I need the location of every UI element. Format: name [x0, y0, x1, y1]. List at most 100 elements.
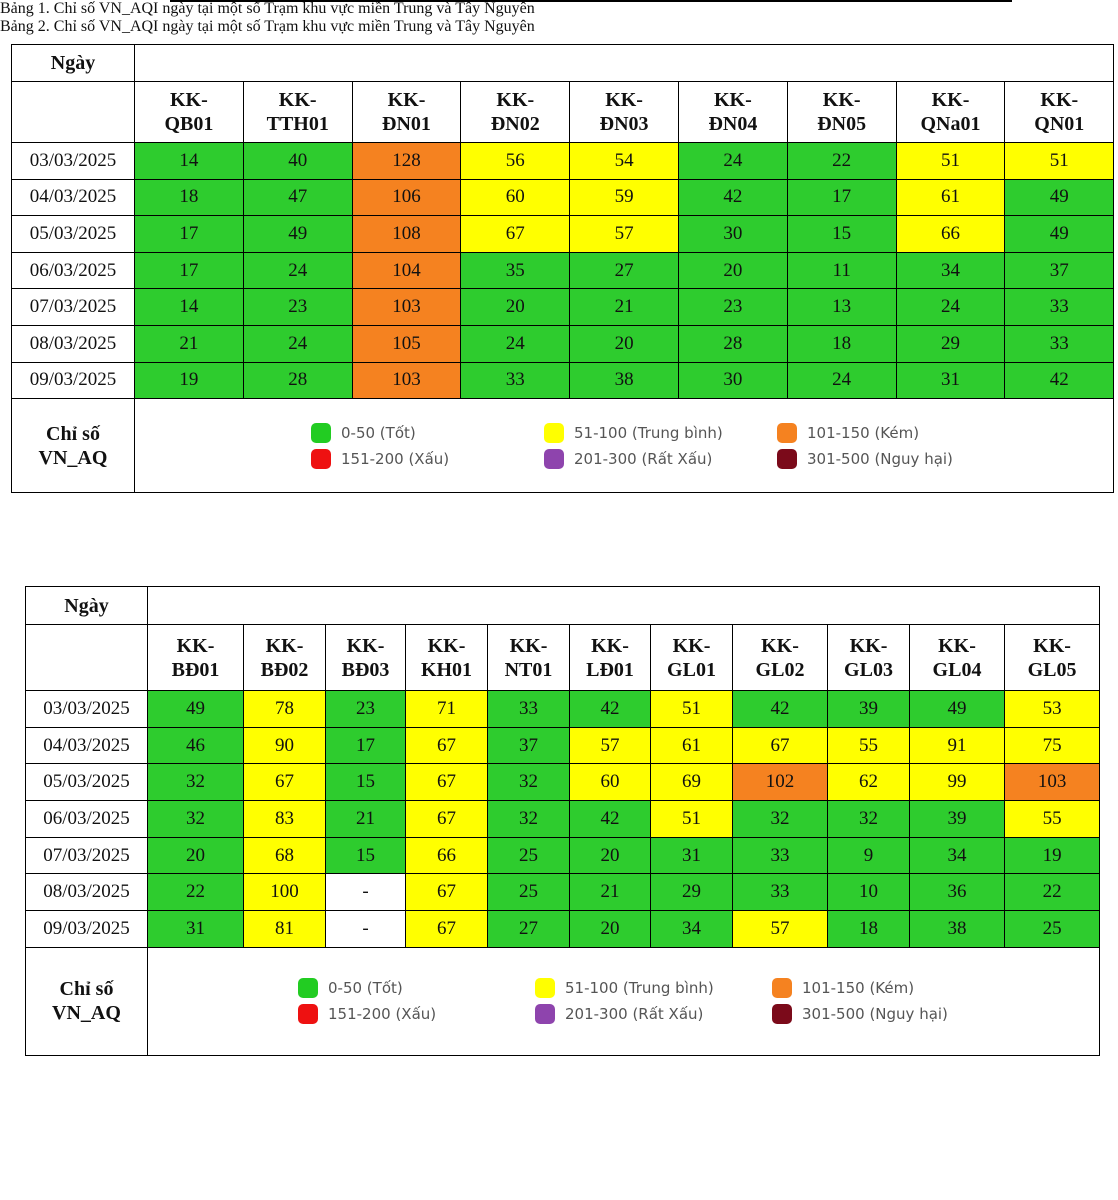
value-cell: 128 — [351, 142, 462, 180]
station-cell: KK-ĐN02 — [460, 81, 571, 143]
station-name: KK-ĐN02 — [490, 89, 540, 135]
value-cell: 62 — [827, 763, 910, 802]
legend-swatch — [544, 448, 564, 469]
value-cell: 37 — [1004, 251, 1115, 290]
value-cell: 15 — [786, 215, 897, 253]
value-cell: 60 — [569, 763, 651, 802]
value-cell: 31 — [147, 910, 244, 948]
value-cell: 49 — [1004, 215, 1115, 253]
value-cell: 47 — [242, 178, 353, 217]
value-cell: 67 — [732, 726, 828, 765]
legend-row: Chỉ số VN_AQ 0-50 (Tốt) 51-100 (Trung bình)… — [25, 946, 1101, 1056]
legend-swatch — [772, 978, 792, 999]
legend-cell: 0-50 (Tốt) 51-100 (Trung bình) 101-150 (Ké… — [133, 398, 1115, 494]
data-row: 07/03/2025 20 68 15 66 25 20 31 33 9 34 19 — [25, 836, 1101, 875]
station-name: KK-BĐ01 — [171, 634, 220, 681]
value-cell: 55 — [1003, 800, 1101, 838]
value-cell: 105 — [351, 324, 462, 363]
station-name: KK-TTH01 — [266, 89, 329, 135]
value-cell: 18 — [827, 910, 910, 948]
value-cell: 42 — [569, 690, 651, 728]
value-cell: 17 — [786, 178, 897, 217]
data-row: 09/03/2025 19 28 103 33 38 30 24 31 42 — [11, 361, 1115, 400]
value-cell: 67 — [405, 800, 488, 838]
legend-item: 201-300 (Rất Xấu) — [544, 448, 777, 469]
value-cell: 51 — [895, 142, 1006, 180]
header-cell: Ngày — [11, 44, 135, 82]
legend-swatch — [535, 1004, 555, 1025]
value-cell: 34 — [909, 836, 1005, 875]
value-cell: 22 — [147, 873, 244, 912]
date-cell: 05/03/2025 — [25, 763, 148, 802]
station-cell: KK-TTH01 — [242, 81, 353, 143]
date-cell: 06/03/2025 — [11, 251, 135, 290]
station-row: KK-BĐ01 KK-BĐ02 KK-BĐ03 KK-KH01 KK-NT01 KK-LĐ… — [25, 624, 1101, 691]
station-name: KK-QN01 — [1034, 89, 1085, 135]
data-table: Ngày KK-BĐ01 KK-BĐ02 KK-BĐ03 KK-KH01 KK-NT01 K… — [25, 586, 1101, 1056]
station-cell: KK-GL02 — [732, 624, 828, 691]
value-cell: 49 — [909, 690, 1005, 728]
date-cell: 08/03/2025 — [25, 873, 148, 912]
value-cell: 17 — [134, 215, 244, 253]
value-cell: 21 — [569, 288, 679, 326]
value-cell: 20 — [460, 288, 571, 326]
value-cell: 19 — [1003, 836, 1101, 875]
value-cell: 31 — [650, 836, 733, 875]
station-cell: KK-QN01 — [1004, 81, 1115, 143]
legend-label: Chỉ số — [46, 422, 100, 445]
value-cell: 24 — [895, 288, 1006, 326]
legend-text: 201-300 (Rất Xấu) — [574, 449, 713, 468]
station-cell: KK-BĐ03 — [325, 624, 406, 691]
header-cell — [133, 44, 1115, 82]
legend-item: 0-50 (Tốt) — [311, 422, 544, 443]
station-cell: KK-NT01 — [487, 624, 570, 691]
value-cell: 24 — [242, 324, 353, 363]
value-cell: 39 — [827, 690, 910, 728]
station-cell: KK-GL01 — [650, 624, 733, 691]
value-cell: 42 — [569, 800, 651, 838]
value-cell: 14 — [134, 288, 244, 326]
value-cell: 42 — [1004, 361, 1115, 400]
value-cell: 30 — [677, 361, 788, 400]
station-cell: KK-QB01 — [134, 81, 244, 143]
value-cell: 21 — [325, 800, 406, 838]
value-cell: 21 — [134, 324, 244, 363]
station-cell: KK-ĐN03 — [569, 81, 679, 143]
data-row: 03/03/2025 14 40 128 56 54 24 22 51 51 — [11, 142, 1115, 180]
legend-text: 151-200 (Xấu) — [328, 1005, 437, 1024]
value-cell: 71 — [405, 690, 488, 728]
value-cell: 103 — [351, 288, 462, 326]
value-cell: 25 — [1003, 910, 1101, 948]
value-cell: 100 — [243, 873, 326, 912]
legend-item: 101-150 (Kém) — [777, 422, 1010, 443]
value-cell: 11 — [786, 251, 897, 290]
value-cell: 33 — [460, 361, 571, 400]
header-row: Ngày — [11, 44, 1115, 82]
legend-swatch — [298, 1004, 318, 1025]
value-cell: 32 — [487, 763, 570, 802]
value-cell: 38 — [909, 910, 1005, 948]
value-cell: 27 — [569, 251, 679, 290]
value-cell: 32 — [147, 763, 244, 802]
value-cell: 30 — [677, 215, 788, 253]
date-cell: 05/03/2025 — [11, 215, 135, 253]
value-cell: 28 — [677, 324, 788, 363]
value-cell: 49 — [242, 215, 353, 253]
legend-label: VN_AQ — [52, 1002, 121, 1025]
value-cell: 90 — [243, 726, 326, 765]
legend-text: 101-150 (Kém) — [807, 423, 920, 442]
legend-item: 201-300 (Rất Xấu) — [535, 1004, 772, 1025]
date-cell: 06/03/2025 — [25, 800, 148, 838]
value-cell: 102 — [732, 763, 828, 802]
value-cell: 34 — [895, 251, 1006, 290]
legend-item: 151-200 (Xấu) — [298, 1004, 535, 1025]
station-name: KK-KH01 — [420, 634, 473, 681]
value-cell: 42 — [732, 690, 828, 728]
legend-swatch — [311, 448, 331, 469]
value-cell: 53 — [1003, 690, 1101, 728]
legend-swatch — [535, 978, 555, 999]
value-cell: 32 — [487, 800, 570, 838]
value-cell: 31 — [895, 361, 1006, 400]
value-cell: 32 — [732, 800, 828, 838]
value-cell: 33 — [487, 690, 570, 728]
